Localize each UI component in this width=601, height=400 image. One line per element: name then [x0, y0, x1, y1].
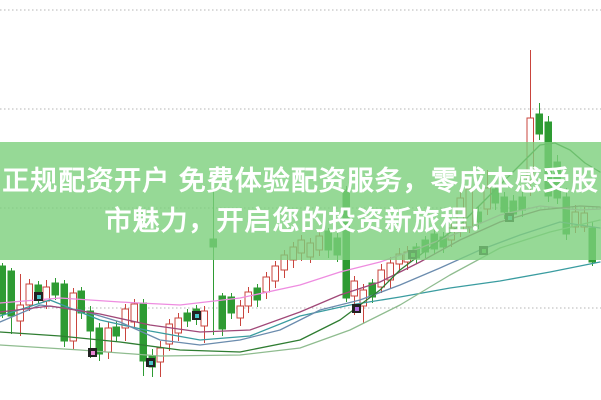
promo-banner-line-1: 正规配资开户 免费体验配资服务，零成本感受股: [2, 166, 599, 196]
promo-banner[interactable]: 正规配资开户 免费体验配资服务，零成本感受股 市魅力，开启您的投资新旅程！: [0, 142, 601, 260]
promo-banner-line-2: 市魅力，开启您的投资新旅程！: [104, 206, 497, 236]
